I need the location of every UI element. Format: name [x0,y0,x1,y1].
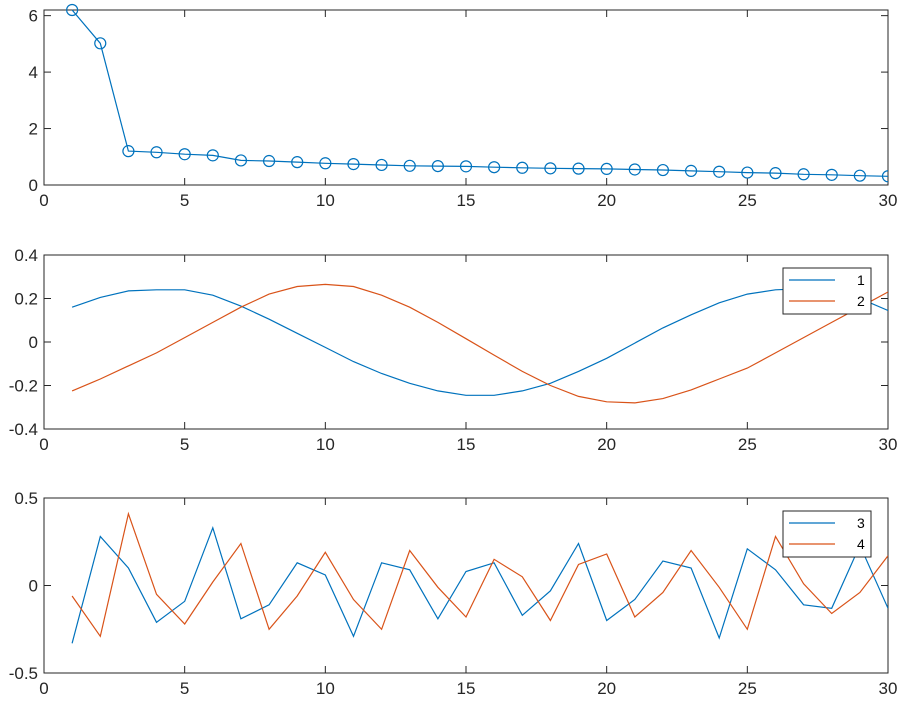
legend-label: 1 [857,272,865,288]
data-point [684,164,698,177]
chart-panel-2: 0 5 10 15 20 25 300.40.20-0.2-0.412 [9,246,898,454]
data-point [234,154,248,167]
series-line-1 [71,288,888,396]
data-point [291,156,304,169]
x-tick-label: 25 [738,191,757,210]
chart-panel-1: 0 5 10 15 20 25 30 0 2 4 6 [29,3,898,210]
axes-box [43,254,889,430]
y-tick-label: -0.5 [9,664,38,683]
series-group [71,283,888,404]
data-point [122,145,135,158]
data-point [206,149,219,162]
data-point [881,170,888,183]
data-point [66,3,79,17]
data-point [825,168,838,181]
legend-box [782,510,872,558]
x-tick-label: 30 [879,435,898,454]
data-point [544,162,557,175]
data-point [656,163,670,177]
x-tick-label: 15 [457,435,476,454]
legend-label: 2 [857,293,865,309]
data-point [769,167,782,180]
x-tick-label: 10 [316,435,335,454]
data-point [375,158,388,172]
y-tick-label: 0 [29,333,38,352]
x-tick-label: 20 [597,679,616,698]
data-point [94,37,107,50]
x-tick-label: 10 [316,679,335,698]
x-tick-label: 0 [39,435,48,454]
data-point [262,154,276,168]
series-line-2 [71,283,888,404]
series-line-4 [71,511,888,638]
data-point [488,161,501,174]
y-tick-label: 2 [29,120,38,139]
x-tick-label: 20 [597,435,616,454]
data-point [572,162,585,175]
data-point [403,159,416,172]
legend-label: 3 [857,515,865,531]
series-group [71,511,888,644]
legend-label: 4 [857,536,865,552]
y-tick-label: 0.2 [14,290,38,309]
x-tick-label: 5 [180,435,189,454]
x-tick-label: 5 [180,191,189,210]
data-point [347,158,360,171]
legend: 34 [782,510,872,558]
y-tick-label: 0 [29,577,38,596]
data-point [853,169,866,182]
x-tick-label: 25 [738,679,757,698]
data-point [516,161,529,174]
y-tick-label: 0.4 [14,246,38,265]
legend-box [782,267,872,315]
data-point [459,160,473,173]
x-tick-label: 30 [879,679,898,698]
data-point [600,162,613,176]
series-line-1 [71,9,888,177]
y-tick-label: -0.2 [9,377,38,396]
y-tick-label: 0 [29,176,38,195]
data-point [741,166,754,179]
x-tick-label: 0 [39,679,48,698]
data-point [713,165,726,178]
y-tick-label: 6 [29,7,38,26]
data-point [797,168,810,181]
y-tick-label: 0.5 [14,489,38,508]
data-point [431,159,444,173]
axes-box [43,9,889,186]
legend: 12 [782,267,872,315]
x-tick-label: 5 [180,679,189,698]
data-point [178,148,191,161]
data-point [319,157,332,170]
series-group [66,3,888,183]
x-tick-label: 30 [879,191,898,210]
y-tick-label: 4 [29,63,38,82]
y-tick-label: -0.4 [9,420,38,439]
data-point [150,146,163,159]
x-tick-label: 15 [457,191,476,210]
x-tick-label: 0 [39,191,48,210]
x-tick-label: 10 [316,191,335,210]
axes-box [43,497,889,674]
x-tick-label: 15 [457,679,476,698]
x-tick-label: 20 [597,191,616,210]
data-point [628,163,641,176]
series-line-3 [71,525,888,644]
chart-panel-3: 0 5 10 15 20 25 300.50-0.534 [9,489,898,698]
x-tick-label: 25 [738,435,757,454]
